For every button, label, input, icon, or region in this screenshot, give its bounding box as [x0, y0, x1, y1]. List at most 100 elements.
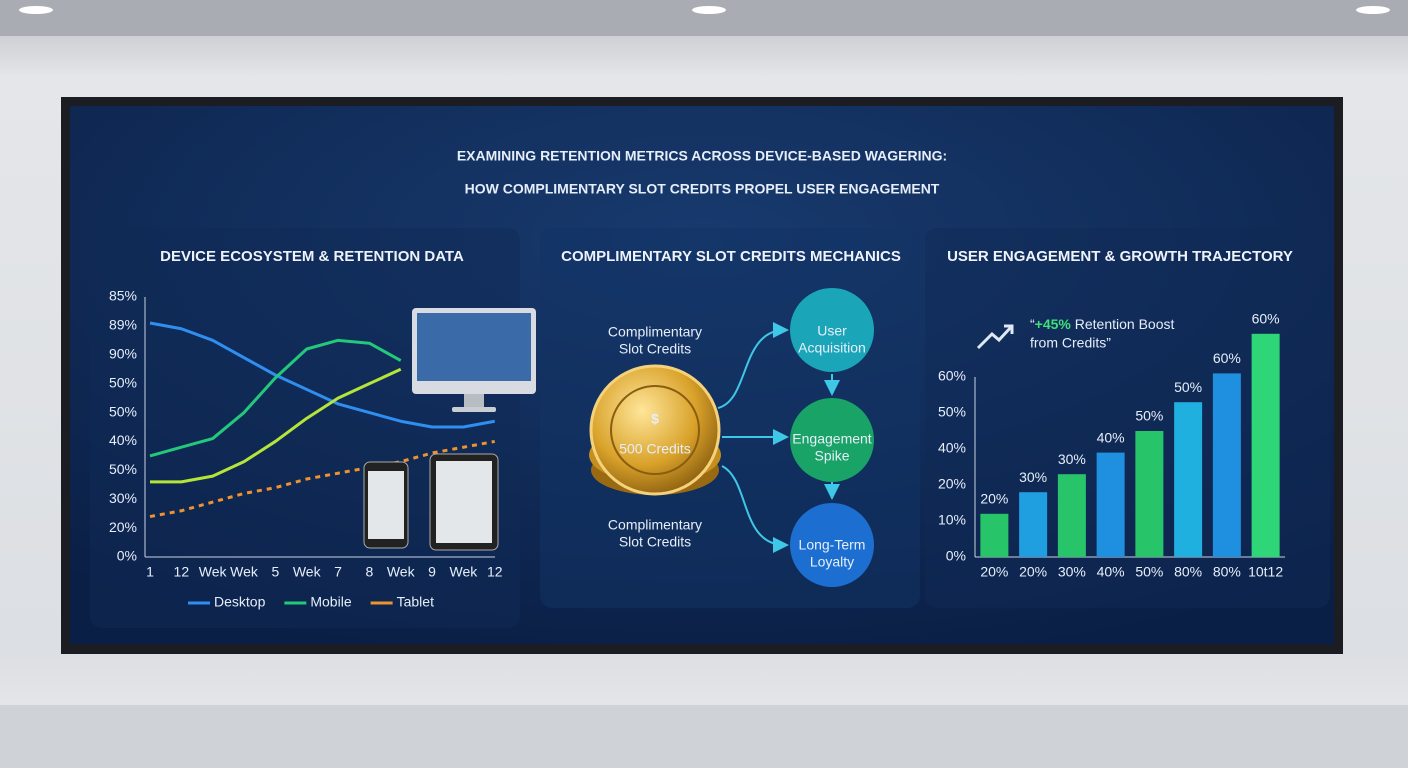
bar — [1135, 431, 1164, 557]
node-label: Loyalty — [810, 554, 854, 570]
y-tick-label: 40% — [109, 432, 137, 448]
bar — [980, 513, 1009, 557]
y-tick-label: 50% — [109, 403, 137, 419]
phone-screen — [368, 471, 404, 539]
y-tick-label: 85% — [109, 288, 137, 304]
coin-ring — [610, 385, 700, 475]
annotation-quote: “ — [1030, 316, 1035, 332]
y-tick-label: 50% — [938, 404, 966, 420]
annotation: “+45% Retention Boost — [1030, 316, 1174, 332]
node — [790, 398, 874, 482]
diagram: $ 500 Credits Complimentary Slot Credits… — [589, 288, 874, 587]
x-tick-label: 30% — [1058, 564, 1086, 580]
coin — [589, 364, 721, 496]
y-tick-label: 90% — [109, 345, 137, 361]
floor — [0, 705, 1408, 768]
label: Complimentary — [608, 517, 702, 533]
x-tick-label: 12 — [487, 564, 503, 580]
x-tick-label: 7 — [334, 564, 342, 580]
x-tick-label: Wek — [230, 564, 259, 580]
title: HOW COMPLIMENTARY SLOT CREDITS PROPEL US… — [465, 181, 940, 197]
x-tick-label: 1 — [146, 564, 154, 580]
trend-icon — [976, 324, 1014, 350]
y-tick-label: 89% — [109, 317, 137, 333]
monitor-base — [452, 407, 496, 412]
panel-title: USER ENGAGEMENT & GROWTH TRAJECTORY — [947, 248, 1293, 265]
value-label: 30% — [1019, 469, 1047, 485]
x-tick-label: Wek — [199, 564, 228, 580]
x-tick-label: 20% — [980, 564, 1008, 580]
y-tick-label: 60% — [938, 368, 966, 384]
x-tick-label: Wek — [293, 564, 322, 580]
y-tick-label: 20% — [109, 519, 137, 535]
monitor-screen — [417, 313, 531, 381]
ceiling-light — [1356, 6, 1390, 14]
series-line — [149, 338, 402, 458]
x-tick-label: 9 — [428, 564, 436, 580]
x-tick-label: 5 — [271, 564, 279, 580]
x-tick-label: 20% — [1019, 564, 1047, 580]
annotation: from Credits” — [1030, 335, 1111, 351]
title: EXAMINING RETENTION METRICS ACROSS DEVIC… — [457, 148, 947, 164]
bar — [1251, 333, 1280, 557]
label: Slot Credits — [619, 534, 691, 550]
node-label: Long-Term — [799, 537, 866, 553]
monitor-stand — [464, 394, 484, 408]
bar — [1096, 452, 1125, 557]
x-tick-label: 8 — [365, 564, 373, 580]
panel-title: DEVICE ECOSYSTEM & RETENTION DATA — [160, 248, 464, 265]
y-tick-label: 40% — [938, 440, 966, 456]
bar — [1174, 402, 1203, 557]
panel-title: COMPLIMENTARY SLOT CREDITS MECHANICS — [561, 248, 901, 265]
series-line — [150, 367, 402, 484]
x-tick-label: Wek — [450, 564, 479, 580]
coin-symbol: $ — [651, 411, 659, 427]
x-tick-label: Wek — [387, 564, 416, 580]
x-tick-label: 12 — [174, 564, 190, 580]
bar — [1019, 492, 1048, 557]
tablet-screen — [436, 461, 492, 543]
annotation-highlight: +45% — [1035, 316, 1072, 332]
bar — [1057, 474, 1086, 557]
value-label: 30% — [1058, 451, 1086, 467]
value-label: 50% — [1135, 408, 1163, 424]
node-label: Engagement — [792, 431, 872, 447]
annotation-text: Retention Boost — [1075, 316, 1175, 332]
legend-label: Mobile — [310, 594, 351, 610]
ceiling — [0, 0, 1408, 36]
x-tick-label: 80% — [1213, 564, 1241, 580]
series-line — [149, 439, 496, 519]
legend-label: Desktop — [214, 594, 266, 610]
y-tick-label: 0% — [946, 548, 966, 564]
node — [790, 503, 874, 587]
y-tick-label: 50% — [109, 461, 137, 477]
y-tick-label: 50% — [109, 374, 137, 390]
value-label: 20% — [980, 491, 1008, 507]
bar — [1212, 373, 1241, 557]
x-tick-label: 50% — [1135, 564, 1163, 580]
node — [790, 288, 874, 372]
legend-label: Tablet — [397, 594, 434, 610]
arrow — [717, 322, 789, 409]
device-icons — [363, 308, 536, 551]
y-tick-label: 0% — [117, 548, 137, 564]
node-label: Acquisition — [798, 340, 866, 356]
bar-plot: 0% 10% 20% 40% 50% 60% 20% 20% 30% 20% 30% 30% 40% 40… — [938, 311, 1285, 580]
ceiling-light — [692, 6, 726, 14]
value-label: 60% — [1213, 350, 1241, 366]
node-label: Spike — [814, 448, 849, 464]
value-label: 40% — [1097, 429, 1125, 445]
value-label: 60% — [1252, 311, 1280, 327]
y-tick-label: 10% — [938, 512, 966, 528]
x-tick-label: 80% — [1174, 564, 1202, 580]
value-label: 50% — [1174, 379, 1202, 395]
arrow — [721, 465, 789, 553]
y-tick-label: 30% — [109, 490, 137, 506]
series-line — [149, 321, 496, 429]
ceiling-light — [19, 6, 53, 14]
label: Complimentary — [608, 324, 702, 340]
line-plot: 0%20%30%50%40%50%50%90%89%85%1 12 Wek Wek 5 W… — [109, 288, 503, 610]
node-label: User — [817, 323, 847, 339]
label: Slot Credits — [619, 341, 691, 357]
